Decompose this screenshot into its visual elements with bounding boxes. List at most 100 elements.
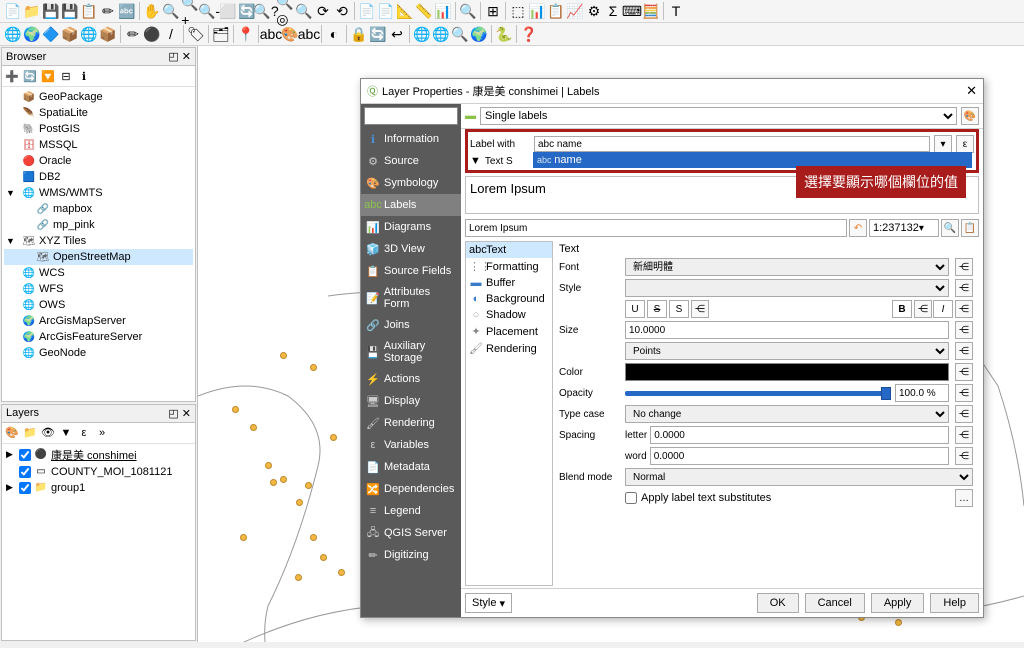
sidebar-item-source-fields[interactable]: 📋Source Fields [361, 260, 461, 282]
override-icon[interactable]: ⋲ [955, 258, 973, 276]
toolbar-button[interactable]: ✏ [99, 2, 117, 20]
toolbar-button[interactable]: 📄 [377, 2, 395, 20]
toolbar-button[interactable]: 📦 [61, 25, 79, 43]
spacing-word-input[interactable] [650, 447, 949, 465]
toolbar-button[interactable]: 🔷 [42, 25, 60, 43]
sidebar-item-metadata[interactable]: 📄Metadata [361, 456, 461, 478]
cancel-button[interactable]: Cancel [805, 593, 865, 613]
browser-item[interactable]: 🌍ArcGisMapServer [4, 313, 193, 329]
sidebar-item-variables[interactable]: εVariables [361, 434, 461, 456]
category-rendering[interactable]: 🖌Rendering [466, 340, 552, 357]
size-input[interactable] [625, 321, 949, 339]
toolbar-button[interactable]: 🔍◎ [276, 2, 294, 20]
sidebar-item-qgis-server[interactable]: 🖧QGIS Server [361, 522, 461, 544]
dropdown-icon[interactable]: ▾ [934, 135, 952, 153]
browser-item[interactable]: ▼🌐WMS/WMTS [4, 185, 193, 201]
toolbar-button[interactable]: 🌍 [23, 25, 41, 43]
sample-text-input[interactable] [465, 219, 847, 237]
category-background[interactable]: ◐Background [466, 291, 552, 307]
toolbar-button[interactable]: ⊞ [484, 2, 502, 20]
toolbar-button[interactable]: Σ [604, 2, 622, 20]
apply-button[interactable]: Apply [871, 593, 925, 613]
strikeout-button[interactable]: S [647, 300, 667, 318]
toolbar-button[interactable]: 📦 [99, 25, 117, 43]
override-icon[interactable]: ⋲ [955, 321, 973, 339]
toolbar-button[interactable]: ⟲ [333, 2, 351, 20]
browser-item[interactable]: 🔗mapbox [4, 201, 193, 217]
toolbar-button[interactable]: ⌨ [623, 2, 641, 20]
toolbar-button[interactable]: / [162, 25, 180, 43]
sidebar-search-input[interactable] [364, 107, 458, 125]
filter-icon[interactable]: 🔽 [40, 68, 56, 84]
browser-item[interactable]: 🌐WCS [4, 265, 193, 281]
more-icon[interactable]: » [94, 425, 110, 441]
sidebar-item-rendering[interactable]: 🖌Rendering [361, 412, 461, 434]
add-icon[interactable]: ➕ [4, 68, 20, 84]
refresh-icon[interactable]: 🔄 [22, 68, 38, 84]
toolbar-button[interactable]: 📈 [566, 2, 584, 20]
label-with-input[interactable] [534, 136, 930, 152]
toolbar-button[interactable]: 🌐 [432, 25, 450, 43]
toolbar-button[interactable]: 📊 [434, 2, 452, 20]
override-icon[interactable]: ⋲ [955, 363, 973, 381]
toolbar-button[interactable]: 🎨 [281, 25, 299, 43]
toolbar-button[interactable]: ⬜ [219, 2, 237, 20]
style-menu-button[interactable]: Style ▾ [465, 593, 512, 613]
reset-sample-icon[interactable]: ↶ [849, 219, 867, 237]
scale-display[interactable]: 1:237132 ▾ [869, 219, 939, 237]
toolbar-button[interactable]: 📍 [237, 25, 255, 43]
expr-icon[interactable]: ε [76, 425, 92, 441]
override-icon[interactable]: ⋲ [955, 300, 973, 318]
toolbar-button[interactable]: 💾 [61, 2, 79, 20]
category-formatting[interactable]: ⋮⋮Formatting [466, 258, 552, 275]
override-icon[interactable]: ⋲ [955, 447, 973, 465]
sidebar-item-information[interactable]: ℹInformation [361, 128, 461, 150]
typecase-select[interactable]: No change [625, 405, 949, 423]
props-icon[interactable]: ℹ [76, 68, 92, 84]
layer-item[interactable]: ▶ 📁group1 [4, 480, 193, 496]
substitutes-config-icon[interactable]: … [955, 489, 973, 507]
browser-item[interactable]: 🌍ArcGisFeatureServer [4, 329, 193, 345]
spacing-letter-input[interactable] [650, 426, 949, 444]
toolbar-button[interactable]: 📄 [358, 2, 376, 20]
toolbar-button[interactable]: 🌐 [80, 25, 98, 43]
toolbar-button[interactable]: 📊 [528, 2, 546, 20]
category-text[interactable]: abcText [466, 242, 552, 258]
toolbar-button[interactable]: ⟳ [314, 2, 332, 20]
close-icon[interactable]: ✕ [966, 83, 977, 99]
toolbar-button[interactable]: 🏷 [187, 25, 205, 43]
toolbar-button[interactable]: 📄 [4, 2, 22, 20]
sidebar-item-joins[interactable]: 🔗Joins [361, 314, 461, 336]
ok-button[interactable]: OK [757, 593, 799, 613]
toolbar-button[interactable]: 📋 [547, 2, 565, 20]
panel-dock-icon[interactable]: ◰ ✕ [168, 50, 191, 63]
toolbar-button[interactable]: abc [262, 25, 280, 43]
color-swatch[interactable] [625, 363, 949, 381]
toolbar-button[interactable]: 🧮 [642, 2, 660, 20]
category-placement[interactable]: ✦Placement [466, 323, 552, 340]
toolbar-button[interactable]: 🔒 [350, 25, 368, 43]
toolbar-button[interactable]: ◐ [325, 25, 343, 43]
browser-item[interactable]: 🔗mp_pink [4, 217, 193, 233]
browser-item[interactable]: 🗺OpenStreetMap [4, 249, 193, 265]
preset-button[interactable]: 🎨 [961, 107, 979, 125]
toolbar-button[interactable]: 📋 [80, 2, 98, 20]
toolbar-button[interactable]: T [667, 2, 685, 20]
toolbar-button[interactable]: ⚙ [585, 2, 603, 20]
toolbar-button[interactable]: 📏 [415, 2, 433, 20]
toolbar-button[interactable]: 💾 [42, 2, 60, 20]
toolbar-button[interactable]: 📁 [23, 2, 41, 20]
browser-item[interactable]: 📦GeoPackage [4, 89, 193, 105]
layer-item[interactable]: ▭COUNTY_MOI_1081121 [4, 464, 193, 480]
substitutes-checkbox[interactable] [625, 492, 637, 504]
override-icon[interactable]: ⋲ [955, 279, 973, 297]
help-button[interactable]: Help [930, 593, 979, 613]
blend-select[interactable]: Normal [625, 468, 973, 486]
toolbar-button[interactable]: 🔤 [118, 2, 136, 20]
filter-icon[interactable]: ▼ [58, 425, 74, 441]
sidebar-item-dependencies[interactable]: 🔀Dependencies [361, 478, 461, 500]
sidebar-item-attributes-form[interactable]: 📝Attributes Form [361, 282, 461, 314]
toolbar-button[interactable]: 🌐 [413, 25, 431, 43]
browser-item[interactable]: 🌐OWS [4, 297, 193, 313]
bold-button[interactable]: B [892, 300, 912, 318]
